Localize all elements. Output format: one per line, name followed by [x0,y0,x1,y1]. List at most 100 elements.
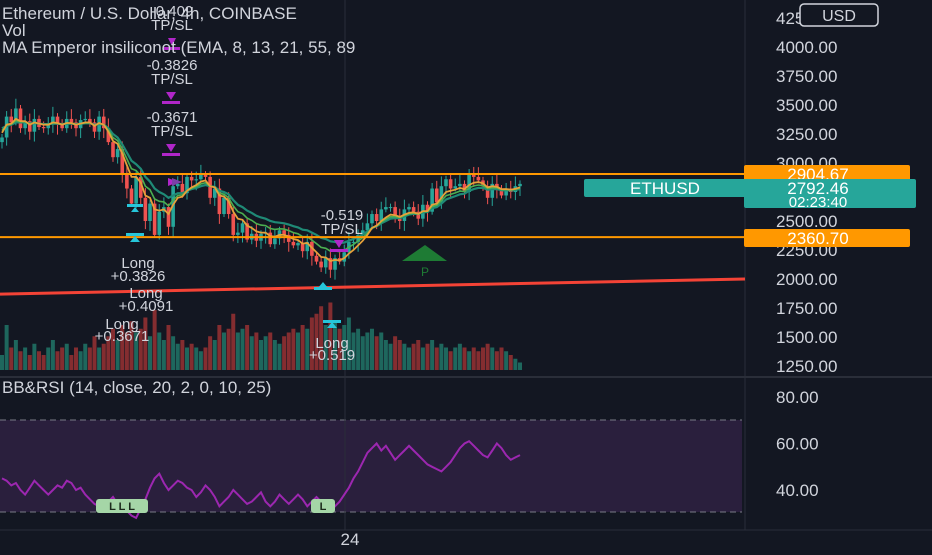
volume-bar [259,340,263,370]
volume-bar [272,340,277,370]
volume-bar [448,351,453,370]
volume-bar [134,332,139,370]
ema-line-fast [1,117,521,262]
volume-bar [0,355,4,370]
svg-text:2792.46: 2792.46 [787,179,848,198]
currency-button[interactable]: USD [799,3,879,27]
price-axis-tick: 1750.00 [776,299,837,318]
volume-bar [323,325,328,370]
candle-body [46,124,51,129]
volume-bar [175,343,180,370]
last-price-tag: 2792.46 02:23:40 [744,179,916,211]
volume-bar [4,325,9,370]
candle-body [240,223,245,233]
volume-bar [393,336,398,370]
volume-bar [208,336,213,370]
rsi-panel-title: BB&RSI (14, close, 20, 2, 0, 10, 25) [2,378,271,397]
trade-marker-sublabel: +0.519 [309,347,355,364]
legend-ema: MA Emperor insiliconot (EMA, 8, 13, 21, … [2,38,355,57]
currency-button-label: USD [822,8,856,25]
volume-bar [383,340,388,370]
candle-body [51,116,55,125]
candle-body [490,183,495,198]
candle-body [499,188,504,196]
candle-body [175,183,180,187]
volume-bar [397,340,402,370]
candle-body [41,127,46,129]
long-arrow-icon [314,282,332,290]
tpsl-arrow-icon [330,240,348,252]
volume-bar [185,347,189,370]
trade-marker-label: Long [105,316,138,333]
volume-bar [143,317,148,370]
volume-bar [444,347,448,370]
ema-lines [1,117,521,262]
trade-marker-sublabel: +0.3671 [95,328,150,345]
time-axis-tick: 24 [341,530,360,549]
volume-bar [87,347,92,370]
candle-body [106,128,111,143]
candle-body [379,209,384,221]
volume-bar [504,351,509,370]
trade-marker-label: -0.409 [151,3,194,20]
candle-body [55,116,60,125]
volume-bar [41,355,46,370]
volume-bar [485,343,490,370]
long-arrow-icon [323,320,341,328]
candle-body [268,232,273,245]
rsi-band [0,420,742,512]
volume-bar [166,325,171,370]
trade-marker-label: -0.3826 [147,57,198,74]
candle-body [83,118,88,121]
volume-bar [462,347,467,370]
candle-body [226,197,231,215]
volume-bar [226,328,231,370]
price-axis-tick: 1500.00 [776,328,837,347]
trendline[interactable] [0,277,746,296]
volume-bar [430,340,435,370]
rsi-marker-text: L L L [109,501,135,513]
candle-body [27,121,32,132]
trade-marker-sublabel: TP/SL [151,71,193,88]
volume-bar [129,321,134,370]
rsi-marker-badge [311,499,335,513]
candle-body [286,234,291,242]
volume-bar [50,340,55,370]
candle-body [208,176,212,198]
volume-bar [27,355,32,370]
price-axis-tick: 3750.00 [776,67,837,86]
volume-bar [189,343,194,370]
rsi-axis: 80.00 60.00 40.00 [776,388,819,500]
price-axis-tick: 3250.00 [776,125,837,144]
trade-marker-label: -0.519 [321,207,364,224]
candle-body [416,211,421,219]
rsi-axis-tick: 80.00 [776,388,819,407]
volume-bar [9,347,14,370]
volume-bar [328,302,333,370]
rsi-marker-badge [96,499,148,513]
candle-body [319,261,323,268]
candle-body [282,230,286,235]
volume-bar [407,347,411,370]
price-axis-tick: 2000.00 [776,270,837,289]
candle-body [88,118,92,123]
candle-body [328,258,333,270]
volume-bar [148,336,152,370]
volume-bar [499,347,504,370]
chart-title: Ethereum / U.S. Dollar, 4h, COINBASE [2,4,297,23]
trade-marker-sublabel: TP/SL [321,221,363,238]
volume-bar [217,325,222,370]
trade-marker-sublabel: TP/SL [151,123,193,140]
volume-bar [92,336,97,370]
candle-body [9,116,14,123]
volume-bar [305,328,310,370]
volume-bar [360,336,365,370]
candle-body [217,188,222,215]
price-axis-tick: 4000.00 [776,38,837,57]
volume-bar [453,347,458,370]
candle-body [333,258,337,270]
candle-body [300,243,305,252]
candle-body [138,176,143,198]
